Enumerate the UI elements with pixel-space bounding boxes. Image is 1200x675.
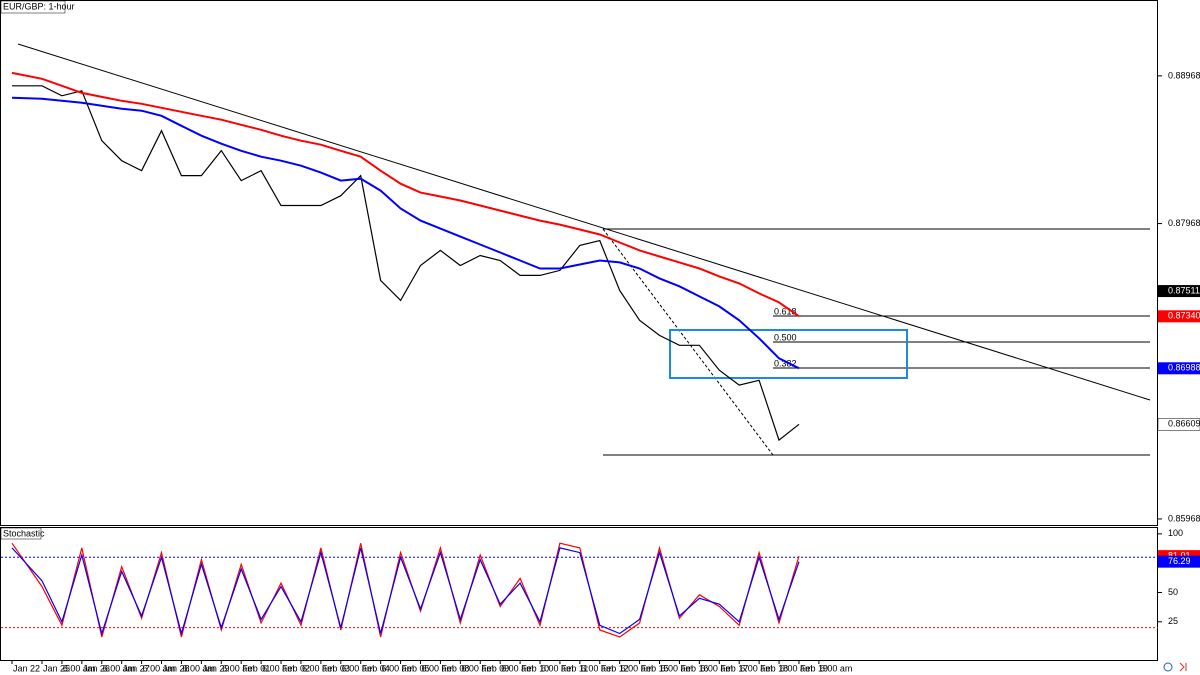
y-tick-label: 0.88968 bbox=[1168, 70, 1200, 80]
x-tick-label: 6:00 am bbox=[143, 663, 176, 673]
x-tick-label: Feb 09 bbox=[481, 663, 509, 673]
stochastic-pane bbox=[0, 527, 1158, 661]
x-tick-label: 6:00 am bbox=[621, 663, 654, 673]
x-tick-label: 6:00 am bbox=[700, 663, 733, 673]
chart-title: EUR/GBP: 1-hour bbox=[3, 1, 75, 11]
x-tick-label: 6:00 am bbox=[740, 663, 773, 673]
y-tick-label: 0.87968 bbox=[1168, 218, 1200, 228]
price-marker bbox=[1158, 285, 1200, 298]
x-tick-label: Feb 18 bbox=[760, 663, 788, 673]
price-pane bbox=[0, 0, 1158, 526]
x-tick-label: 6:00 am bbox=[461, 663, 494, 673]
series-line bbox=[11, 547, 800, 636]
x-tick-label: 6:00 am bbox=[342, 663, 375, 673]
price-marker-label: 0.86988 bbox=[1168, 363, 1200, 373]
icon[interactable] bbox=[1163, 662, 1173, 672]
price-marker bbox=[1157, 418, 1200, 431]
x-tick-label: 6:00 am bbox=[302, 663, 335, 673]
x-tick-label: 6:00 am bbox=[661, 663, 694, 673]
x-tick-label: 6:00 am bbox=[541, 663, 574, 673]
x-tick-label: Feb 04 bbox=[362, 663, 390, 673]
y-tick-label: 25 bbox=[1168, 616, 1178, 626]
x-tick-label: Feb 03 bbox=[322, 663, 350, 673]
trend-line bbox=[17, 43, 1151, 401]
fib-diagonal bbox=[602, 228, 774, 456]
x-tick-label: Feb 16 bbox=[680, 663, 708, 673]
x-tick-label: Feb 02 bbox=[282, 663, 310, 673]
series-line bbox=[11, 96, 800, 370]
y-tick-label: 0.85968 bbox=[1168, 513, 1200, 523]
title-box bbox=[0, 527, 42, 540]
price-marker bbox=[1158, 555, 1200, 568]
x-tick-label: 6:00 am bbox=[501, 663, 534, 673]
x-tick-label: 6:00 am bbox=[780, 663, 813, 673]
fib-label: 0.500 bbox=[774, 332, 797, 342]
x-tick-label: 6:00 am bbox=[222, 663, 255, 673]
x-tick-label: 6:00 am bbox=[262, 663, 295, 673]
price-marker-label: 0.87340 bbox=[1168, 311, 1200, 321]
series-line bbox=[11, 71, 800, 318]
x-tick-label: Jan 25 bbox=[43, 663, 70, 673]
price-marker-label: 76.29 bbox=[1168, 556, 1191, 566]
highlight-box bbox=[669, 329, 908, 379]
x-tick-label: Feb 12 bbox=[601, 663, 629, 673]
x-tick-label: 6:00 am bbox=[182, 663, 215, 673]
x-tick-label: Jan 29 bbox=[202, 663, 229, 673]
title-box bbox=[0, 0, 66, 14]
x-tick-label: 6:00 am bbox=[103, 663, 136, 673]
x-tick-label: Jan 28 bbox=[163, 663, 190, 673]
x-tick-label: Feb 08 bbox=[441, 663, 469, 673]
x-tick-label: Feb 05 bbox=[402, 663, 430, 673]
price-marker-label: 0.86609 bbox=[1168, 419, 1200, 429]
x-tick-label: 6:00 am bbox=[421, 663, 454, 673]
x-tick-label: 6:00 am bbox=[63, 663, 96, 673]
price-marker-label: 81.01 bbox=[1168, 550, 1191, 560]
x-tick-label: 6:00 am bbox=[581, 663, 614, 673]
x-tick-label: Jan 22 bbox=[13, 663, 40, 673]
price-marker bbox=[1158, 362, 1200, 375]
y-tick-label: 100 bbox=[1168, 528, 1183, 538]
x-tick-label: Feb 01 bbox=[242, 663, 270, 673]
x-tick-label: Feb 11 bbox=[561, 663, 588, 673]
price-marker bbox=[1158, 310, 1200, 323]
pane-title: Stochastic bbox=[3, 528, 45, 538]
x-tick-label: Feb 10 bbox=[521, 663, 549, 673]
series-line bbox=[12, 85, 800, 442]
x-tick-label: Feb 15 bbox=[641, 663, 669, 673]
x-tick-label: Jan 27 bbox=[123, 663, 150, 673]
icon[interactable] bbox=[1179, 662, 1187, 672]
x-tick-label: Feb 17 bbox=[720, 663, 748, 673]
toolbar-icons[interactable] bbox=[1163, 662, 1187, 672]
x-tick-label: Jan 26 bbox=[83, 663, 110, 673]
x-tick-label: 6:00 am bbox=[820, 663, 853, 673]
price-marker-label: 0.87511 bbox=[1168, 285, 1200, 295]
y-tick-label: 50 bbox=[1168, 587, 1178, 597]
x-tick-label: Feb 19 bbox=[800, 663, 828, 673]
x-tick-label: 6:00 am bbox=[382, 663, 415, 673]
fib-label: 0.382 bbox=[774, 358, 797, 368]
fib-label: 0.618 bbox=[774, 306, 797, 316]
